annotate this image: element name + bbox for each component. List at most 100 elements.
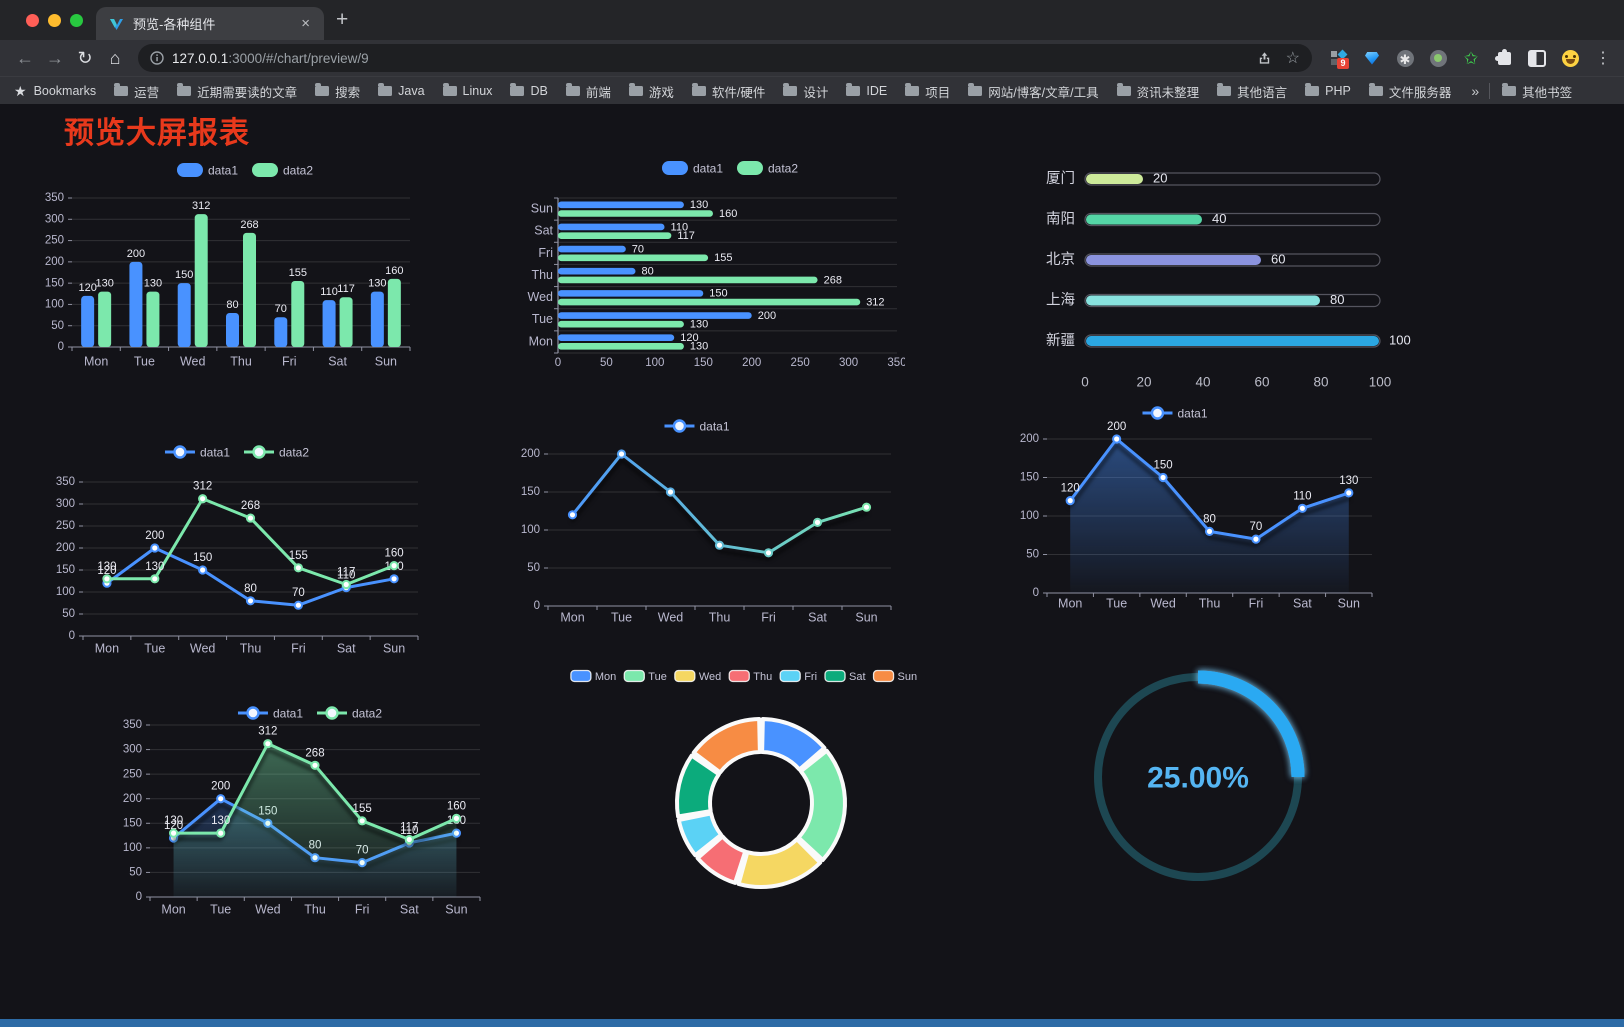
bookmark-label: 近期需要读的文章 [197, 85, 298, 100]
new-tab-button[interactable]: + [336, 8, 349, 31]
folder-icon [968, 83, 983, 96]
url-host: 127.0.0.1 [172, 50, 229, 66]
extension-icon-grid-diamond[interactable]: 9 [1330, 49, 1349, 69]
folder-icon [1217, 83, 1232, 96]
horizontal-bar-chart[interactable] [505, 150, 905, 375]
bookmark-label: 文件服务器 [1388, 85, 1452, 100]
bookmark-label: PHP [1325, 84, 1351, 98]
folder-icon [565, 83, 580, 96]
bookmark-label: 前端 [585, 85, 611, 100]
bookmark-folder[interactable]: 前端 [565, 82, 611, 101]
bookmark-label: Linux [462, 84, 493, 98]
bookmarks-label[interactable]: Bookmarks [33, 84, 97, 98]
back-icon[interactable]: ← [16, 47, 34, 68]
folder-icon [628, 83, 643, 96]
bookmark-folder[interactable]: 搜索 [315, 82, 360, 101]
bookmark-folder[interactable]: Java [378, 83, 425, 98]
bookmarks-list: 运营 近期需要读的文章 搜索 Java Linux DB 前端 游戏 软件/硬件 设计 IDE 项目 网… [114, 82, 1469, 101]
extension-icon-emoji[interactable] [1561, 49, 1579, 67]
url-text[interactable]: 127.0.0.1:3000/#/chart/preview/9 [172, 51, 1249, 66]
bookmark-label: 资讯未整理 [1136, 85, 1200, 100]
folder-icon [1116, 83, 1131, 96]
bookmark-folder[interactable]: 项目 [905, 82, 950, 101]
bookmark-folder[interactable]: DB [510, 83, 548, 98]
bookmarks-bar: ★ Bookmarks 运营 近期需要读的文章 搜索 Java Linux DB 前端 游戏 软… [0, 76, 1624, 105]
capsule-progress-chart[interactable] [1000, 150, 1415, 395]
bookmark-label: Java [398, 84, 425, 98]
bookmark-folder[interactable]: 游戏 [628, 82, 674, 101]
share-icon[interactable] [1257, 51, 1272, 66]
bookmarks-overflow-chevron[interactable]: » [1471, 83, 1480, 99]
traffic-lights [26, 14, 83, 27]
tab-title: 预览-各种组件 [133, 17, 216, 32]
forward-icon[interactable]: → [46, 47, 64, 68]
url-path: :3000/#/chart/preview/9 [228, 50, 369, 66]
area-line-chart[interactable] [985, 390, 1385, 615]
extension-icon-asterisk[interactable]: ✱ [1396, 49, 1414, 67]
bookmark-label: 搜索 [335, 85, 361, 100]
folder-icon [905, 83, 920, 96]
bookmark-star-icon[interactable]: ☆ [1285, 50, 1300, 67]
minimize-window-button[interactable] [48, 14, 61, 27]
bookmark-folder[interactable]: 近期需要读的文章 [177, 82, 297, 101]
tab-close-icon[interactable]: × [301, 15, 310, 32]
browser-tab[interactable]: 预览-各种组件 × [96, 7, 324, 40]
bookmark-label: 项目 [925, 85, 951, 100]
page-info-icon[interactable] [150, 51, 164, 65]
address-bar[interactable]: 127.0.0.1:3000/#/chart/preview/9 ☆ [138, 44, 1312, 72]
folder-icon [783, 83, 798, 96]
donut-chart[interactable] [560, 660, 960, 900]
folder-icon [1305, 83, 1320, 96]
reload-icon[interactable]: ↻ [77, 47, 93, 68]
maximize-window-button[interactable] [70, 14, 83, 27]
gradient-line-chart[interactable] [500, 400, 900, 630]
folder-icon [1502, 83, 1517, 96]
window-titlebar: 预览-各种组件 × + [0, 0, 1624, 40]
gauge-progress-chart[interactable] [1085, 665, 1315, 890]
bookmark-folder[interactable]: 其他语言 [1217, 82, 1287, 101]
close-window-button[interactable] [26, 14, 39, 27]
folder-icon [378, 83, 393, 96]
extension-icon-green-dot[interactable] [1429, 49, 1447, 67]
extensions-puzzle-icon[interactable] [1494, 48, 1513, 67]
two-series-line-chart[interactable] [40, 440, 430, 660]
footer-strip [0, 1019, 1624, 1027]
bookmark-label: 其他语言 [1237, 85, 1288, 100]
extension-icons: 9 ✱ ✩ ⋮ [1330, 48, 1612, 69]
bookmark-folder[interactable]: PHP [1305, 83, 1351, 98]
browser-menu-icon[interactable]: ⋮ [1595, 50, 1611, 67]
extension-badge: 9 [1337, 58, 1349, 69]
folder-icon [315, 83, 330, 96]
bookmark-folder[interactable]: 软件/硬件 [691, 82, 766, 101]
other-bookmarks-label: 其他书签 [1522, 85, 1573, 100]
bookmark-label: 设计 [803, 85, 829, 100]
folder-icon [177, 83, 192, 96]
two-series-area-chart[interactable] [95, 700, 495, 925]
bookmark-folder[interactable]: 运营 [114, 82, 159, 101]
folder-icon [114, 83, 129, 96]
bookmarks-star-icon: ★ [14, 82, 27, 99]
bookmarks-separator [1489, 83, 1491, 99]
bookmark-folder[interactable]: 资讯未整理 [1116, 82, 1200, 101]
site-favicon [110, 18, 123, 30]
bookmark-folder[interactable]: 设计 [783, 82, 828, 101]
other-bookmarks-folder[interactable]: 其他书签 [1502, 82, 1572, 101]
extension-icon-gem[interactable] [1363, 49, 1381, 67]
page-title: 预览大屏报表 [64, 117, 250, 150]
extension-icon-contrast[interactable] [1528, 49, 1546, 67]
folder-icon [1368, 83, 1383, 96]
bookmark-folder[interactable]: 网站/博客/文章/工具 [968, 82, 1099, 101]
bookmark-label: 网站/博客/文章/工具 [988, 85, 1099, 100]
folder-icon [510, 83, 525, 96]
bookmark-folder[interactable]: Linux [442, 83, 493, 98]
bookmark-label: DB [530, 84, 548, 98]
browser-toolbar: ← → ↻ ⌂ 127.0.0.1:3000/#/chart/preview/9… [0, 40, 1624, 76]
bookmark-label: 软件/硬件 [711, 85, 766, 100]
bookmark-label: 运营 [134, 85, 160, 100]
folder-icon [442, 83, 457, 96]
bookmark-folder[interactable]: IDE [846, 83, 887, 98]
bookmark-folder[interactable]: 文件服务器 [1368, 82, 1452, 101]
grouped-bar-chart[interactable] [40, 155, 430, 375]
extension-icon-star-green[interactable]: ✩ [1463, 48, 1479, 68]
home-icon[interactable]: ⌂ [109, 47, 121, 68]
